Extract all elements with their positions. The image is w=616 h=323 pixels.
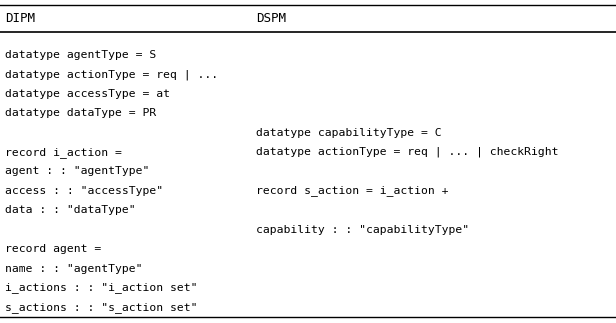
Text: datatype capabilityType = C: datatype capabilityType = C — [256, 128, 441, 138]
Text: datatype actionType = req | ...: datatype actionType = req | ... — [5, 69, 218, 79]
Text: datatype agentType = S: datatype agentType = S — [5, 50, 156, 60]
Text: datatype actionType = req | ... | checkRight: datatype actionType = req | ... | checkR… — [256, 147, 558, 157]
Text: agent : : "agentType": agent : : "agentType" — [5, 166, 149, 176]
Text: name : : "agentType": name : : "agentType" — [5, 264, 142, 274]
Text: record i_action =: record i_action = — [5, 147, 122, 158]
Text: record agent =: record agent = — [5, 244, 101, 254]
Text: record s_action = i_action +: record s_action = i_action + — [256, 185, 448, 196]
Text: DIPM: DIPM — [5, 12, 35, 25]
Text: datatype accessType = at: datatype accessType = at — [5, 89, 170, 99]
Text: s_actions : : "s_action set": s_actions : : "s_action set" — [5, 302, 197, 313]
Text: capability : : "capabilityType": capability : : "capabilityType" — [256, 225, 469, 235]
Text: DSPM: DSPM — [256, 12, 286, 25]
Text: i_actions : : "i_action set": i_actions : : "i_action set" — [5, 283, 197, 294]
Text: access : : "accessType": access : : "accessType" — [5, 186, 163, 196]
Text: data : : "dataType": data : : "dataType" — [5, 205, 136, 215]
Text: datatype dataType = PR: datatype dataType = PR — [5, 108, 156, 118]
